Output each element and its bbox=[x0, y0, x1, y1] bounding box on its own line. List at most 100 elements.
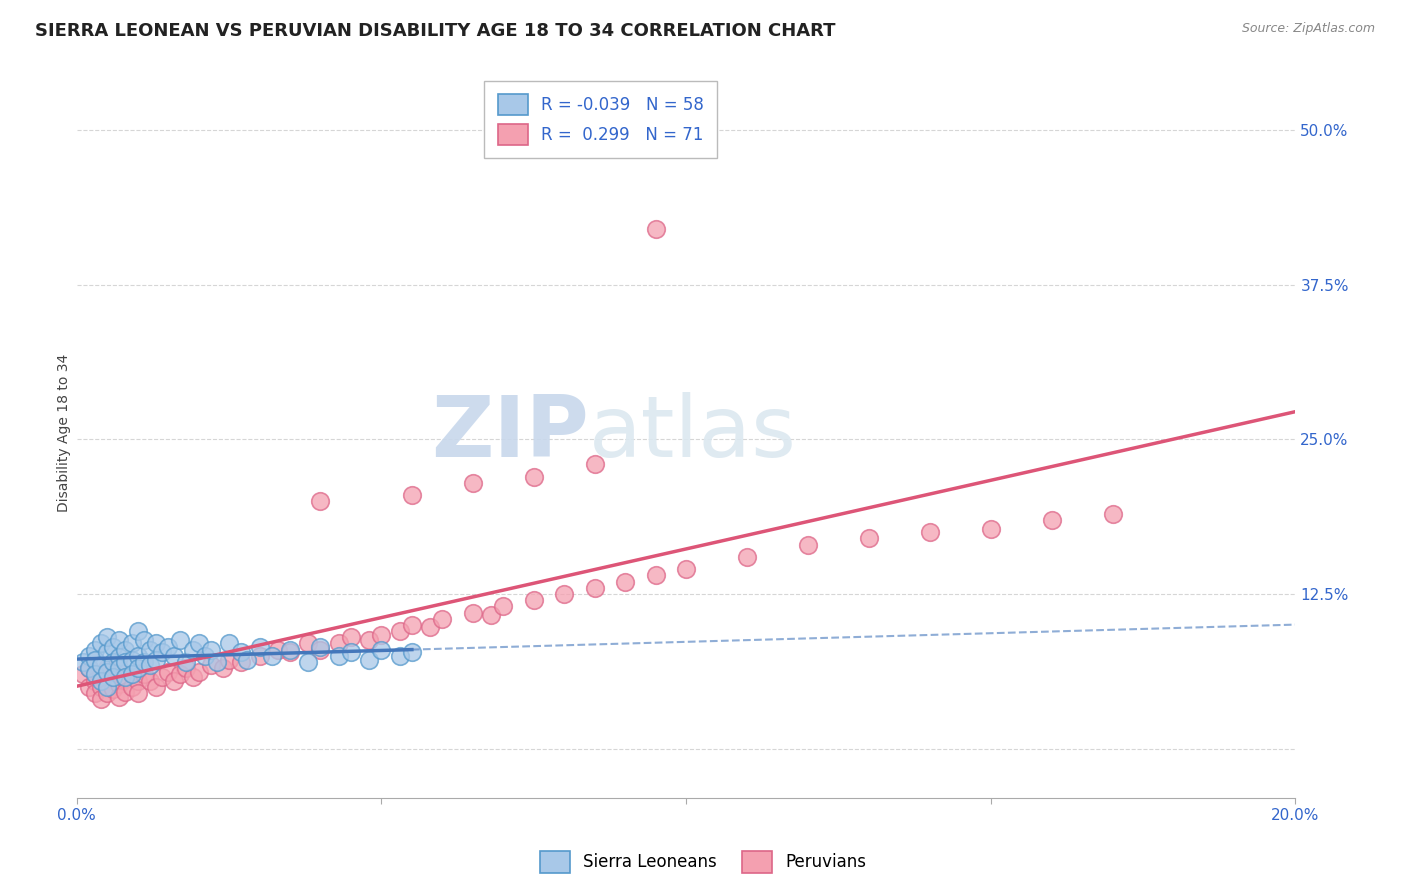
Point bbox=[103, 670, 125, 684]
Point bbox=[200, 642, 222, 657]
Text: ZIP: ZIP bbox=[430, 392, 589, 475]
Point bbox=[194, 648, 217, 663]
Text: Source: ZipAtlas.com: Source: ZipAtlas.com bbox=[1241, 22, 1375, 36]
Point bbox=[278, 642, 301, 657]
Point bbox=[187, 665, 209, 679]
Point bbox=[145, 636, 167, 650]
Point bbox=[205, 655, 228, 669]
Point bbox=[309, 640, 332, 655]
Point bbox=[108, 690, 131, 704]
Point bbox=[340, 630, 363, 644]
Point bbox=[1101, 507, 1123, 521]
Point bbox=[675, 562, 697, 576]
Point bbox=[523, 469, 546, 483]
Point bbox=[212, 661, 235, 675]
Point bbox=[401, 488, 423, 502]
Point bbox=[114, 670, 136, 684]
Point bbox=[84, 667, 107, 681]
Point bbox=[328, 648, 350, 663]
Point bbox=[169, 667, 191, 681]
Point bbox=[918, 525, 941, 540]
Point bbox=[77, 661, 100, 675]
Point bbox=[121, 667, 143, 681]
Point bbox=[297, 655, 319, 669]
Point bbox=[114, 684, 136, 698]
Point bbox=[121, 636, 143, 650]
Point bbox=[614, 574, 637, 589]
Point bbox=[114, 655, 136, 669]
Point bbox=[359, 652, 381, 666]
Point bbox=[139, 657, 162, 672]
Point bbox=[157, 665, 180, 679]
Point bbox=[163, 673, 186, 688]
Point bbox=[236, 652, 259, 666]
Point bbox=[127, 661, 149, 675]
Point bbox=[127, 648, 149, 663]
Point bbox=[96, 661, 118, 675]
Point bbox=[121, 667, 143, 681]
Point bbox=[90, 636, 112, 650]
Point bbox=[735, 549, 758, 564]
Point bbox=[370, 628, 392, 642]
Point bbox=[340, 645, 363, 659]
Point bbox=[309, 494, 332, 508]
Point bbox=[309, 642, 332, 657]
Point bbox=[114, 673, 136, 687]
Point bbox=[150, 645, 173, 659]
Point bbox=[231, 645, 253, 659]
Point bbox=[96, 645, 118, 659]
Point bbox=[103, 670, 125, 684]
Point bbox=[90, 692, 112, 706]
Point bbox=[523, 593, 546, 607]
Point bbox=[96, 665, 118, 679]
Point bbox=[84, 673, 107, 688]
Point bbox=[108, 677, 131, 691]
Point bbox=[388, 624, 411, 639]
Text: atlas: atlas bbox=[589, 392, 797, 475]
Point bbox=[370, 642, 392, 657]
Point bbox=[176, 655, 198, 669]
Point bbox=[278, 645, 301, 659]
Point bbox=[132, 655, 155, 669]
Point bbox=[297, 636, 319, 650]
Y-axis label: Disability Age 18 to 34: Disability Age 18 to 34 bbox=[58, 354, 72, 512]
Point bbox=[132, 667, 155, 681]
Point bbox=[150, 670, 173, 684]
Point bbox=[96, 680, 118, 694]
Point bbox=[1040, 513, 1063, 527]
Point bbox=[127, 686, 149, 700]
Point bbox=[200, 657, 222, 672]
Point bbox=[77, 680, 100, 694]
Point bbox=[181, 670, 204, 684]
Point bbox=[96, 686, 118, 700]
Point bbox=[121, 652, 143, 666]
Point bbox=[479, 608, 502, 623]
Point bbox=[114, 642, 136, 657]
Point bbox=[96, 630, 118, 644]
Point bbox=[108, 632, 131, 647]
Point bbox=[163, 648, 186, 663]
Point bbox=[218, 636, 240, 650]
Point bbox=[127, 673, 149, 688]
Point bbox=[553, 587, 575, 601]
Point bbox=[388, 648, 411, 663]
Point bbox=[461, 475, 484, 490]
Point bbox=[121, 680, 143, 694]
Point bbox=[90, 673, 112, 688]
Point bbox=[72, 667, 94, 681]
Point bbox=[187, 636, 209, 650]
Point bbox=[644, 568, 666, 582]
Point bbox=[176, 661, 198, 675]
Point bbox=[77, 648, 100, 663]
Point bbox=[249, 640, 271, 655]
Legend: Sierra Leoneans, Peruvians: Sierra Leoneans, Peruvians bbox=[533, 845, 873, 880]
Point bbox=[157, 640, 180, 655]
Point bbox=[401, 618, 423, 632]
Point bbox=[139, 642, 162, 657]
Point bbox=[797, 538, 820, 552]
Point bbox=[108, 665, 131, 679]
Point bbox=[249, 648, 271, 663]
Point bbox=[96, 673, 118, 688]
Point bbox=[260, 648, 283, 663]
Point bbox=[139, 673, 162, 688]
